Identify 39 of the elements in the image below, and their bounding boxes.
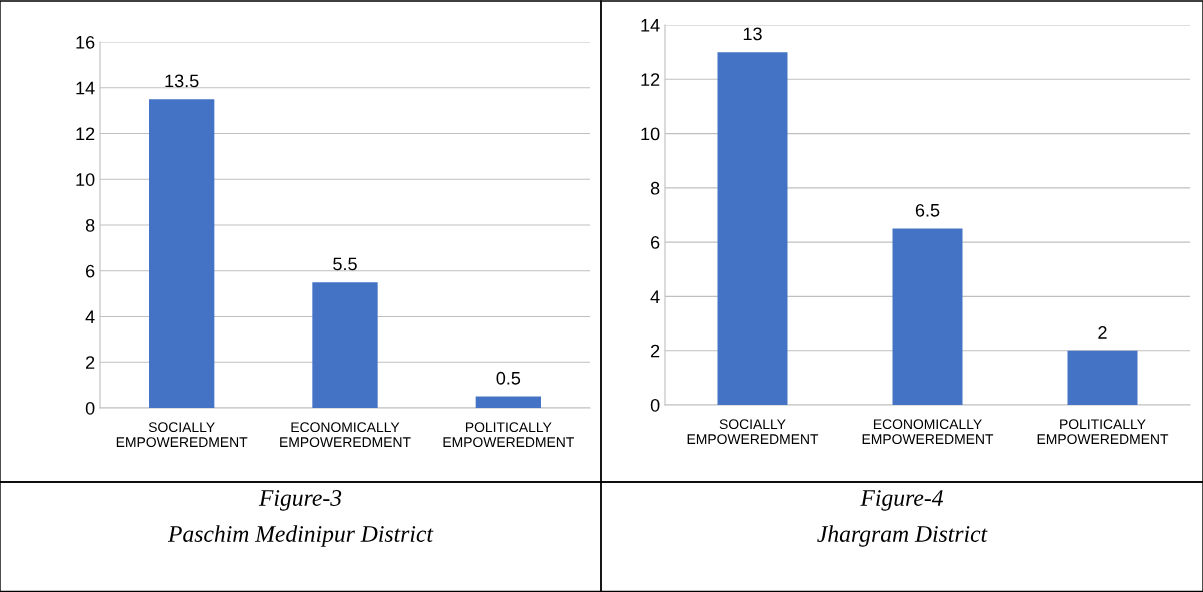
text: Paschim Medinipur District bbox=[167, 525, 434, 547]
text: Figure-4 bbox=[860, 490, 943, 511]
x-tick-label: POLITICALLY EMPOWEREDMENT bbox=[1037, 419, 1169, 445]
data-label: 0.5 bbox=[496, 371, 521, 385]
y-tick-label: 6 bbox=[651, 236, 660, 249]
data-label: 2 bbox=[1098, 326, 1107, 339]
text: Jhargram District bbox=[817, 525, 988, 547]
y-tick-label: 10 bbox=[76, 173, 95, 186]
y-tick-label: 2 bbox=[86, 356, 95, 369]
x-tick-label: ECONOMICALLY EMPOWEREDMENT bbox=[862, 419, 994, 445]
y-tick-label: 8 bbox=[650, 181, 660, 195]
x-tick-label: SOCIALLY EMPOWEREDMENT bbox=[116, 422, 248, 448]
y-tick-label: 0 bbox=[85, 401, 95, 415]
bar bbox=[892, 228, 963, 405]
x-tick-label: POLITICALLY EMPOWEREDMENT bbox=[443, 422, 574, 448]
bar bbox=[717, 52, 788, 405]
bar bbox=[475, 396, 541, 408]
data-label: 13 bbox=[743, 27, 762, 41]
y-tick-label: 16 bbox=[76, 35, 95, 49]
y-tick-label: 4 bbox=[85, 310, 95, 324]
x-tick-label: SOCIALLY EMPOWEREDMENT bbox=[687, 419, 819, 445]
bar bbox=[1067, 350, 1138, 405]
y-tick-label: 10 bbox=[641, 127, 660, 141]
y-tick-label: 0 bbox=[650, 398, 660, 412]
data-label: 5.5 bbox=[333, 257, 357, 271]
y-tick-label: 14 bbox=[641, 19, 660, 32]
bar bbox=[312, 282, 378, 408]
x-tick-label: ECONOMICALLY EMPOWEREDMENT bbox=[280, 422, 411, 448]
y-tick-label: 8 bbox=[85, 218, 95, 232]
data-label: 13.5 bbox=[165, 74, 199, 88]
y-tick-label: 2 bbox=[651, 344, 660, 358]
data-label: 6.5 bbox=[915, 203, 940, 217]
y-tick-label: 4 bbox=[650, 290, 660, 303]
y-tick-label: 12 bbox=[641, 73, 660, 86]
y-tick-label: 12 bbox=[76, 127, 95, 141]
text: Figure-3 bbox=[258, 490, 342, 511]
y-tick-label: 14 bbox=[76, 81, 95, 95]
bar bbox=[149, 99, 215, 408]
y-tick-label: 6 bbox=[86, 264, 95, 278]
